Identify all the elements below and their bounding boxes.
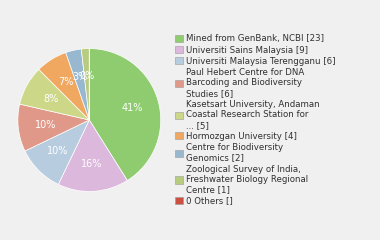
Text: 7%: 7% xyxy=(58,78,73,88)
Text: 0%: 0% xyxy=(79,71,95,81)
Text: 41%: 41% xyxy=(121,103,142,113)
Text: 10%: 10% xyxy=(35,120,56,130)
Legend: Mined from GenBank, NCBI [23], Universiti Sains Malaysia [9], Universiti Malaysi: Mined from GenBank, NCBI [23], Universit… xyxy=(175,35,336,205)
Text: 3%: 3% xyxy=(72,72,87,82)
Wedge shape xyxy=(81,48,89,120)
Wedge shape xyxy=(18,104,89,151)
Wedge shape xyxy=(20,70,89,120)
Wedge shape xyxy=(89,48,161,180)
Text: 16%: 16% xyxy=(81,159,103,169)
Wedge shape xyxy=(58,120,127,192)
Wedge shape xyxy=(66,49,89,120)
Text: 10%: 10% xyxy=(47,146,69,156)
Wedge shape xyxy=(39,53,89,120)
Text: 8%: 8% xyxy=(43,94,58,104)
Wedge shape xyxy=(25,120,89,184)
